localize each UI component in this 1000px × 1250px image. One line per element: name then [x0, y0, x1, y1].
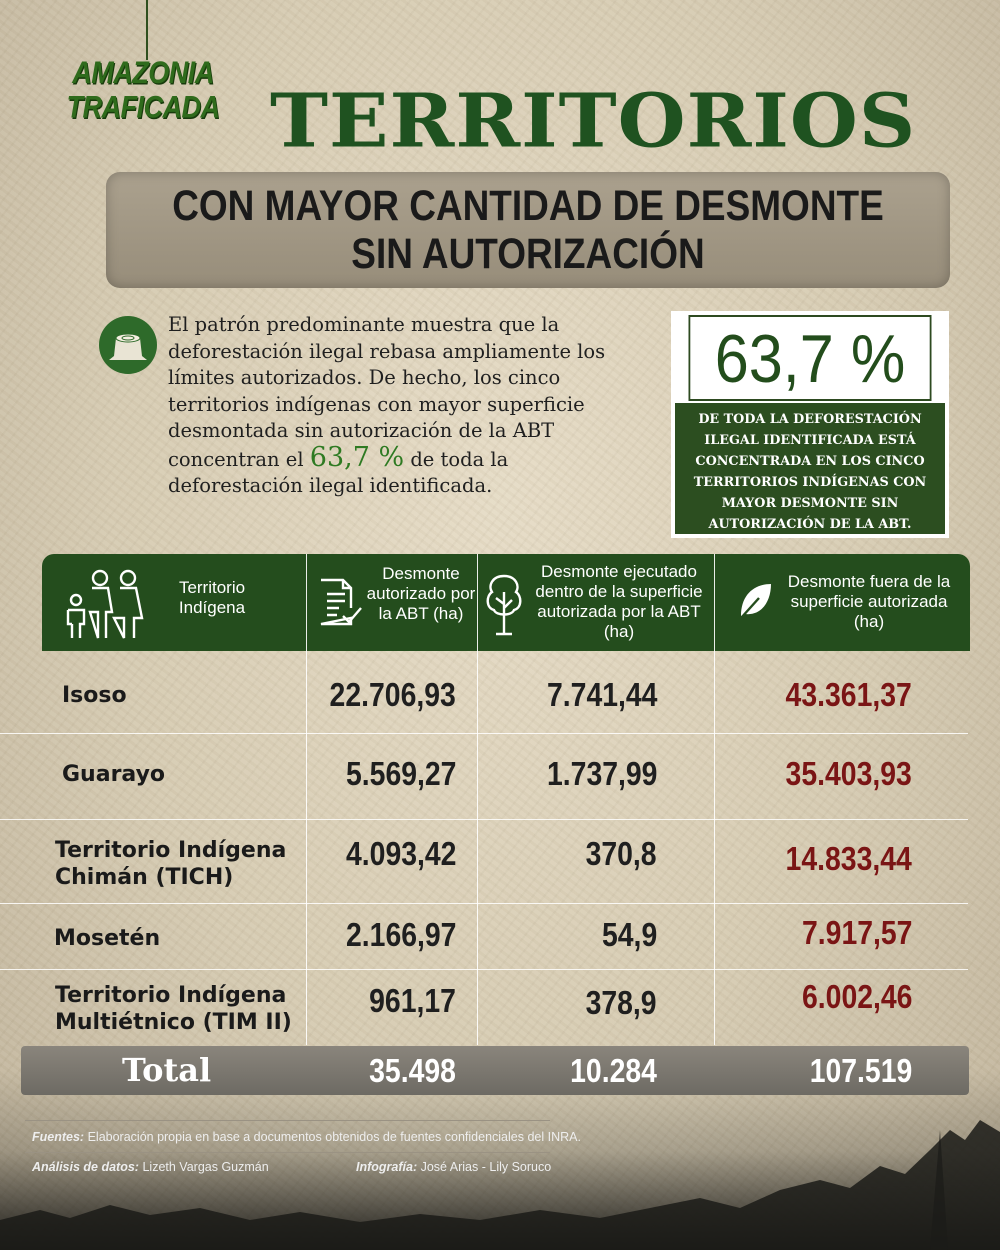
authorized-value: 961,17 [369, 982, 456, 1019]
row-divider [0, 819, 968, 820]
page-title: TERRITORIOS [270, 78, 917, 165]
infographic-label: Infografía: [356, 1160, 418, 1174]
table-row: Territorio Indígena Multiétnico (TIM II)… [0, 970, 1000, 1045]
subtitle-line2: SIN AUTORIZACIÓN [351, 230, 705, 278]
subtitle-line1: CON MAYOR CANTIDAD DE DESMONTE [172, 182, 884, 230]
footer-divider [25, 1120, 550, 1121]
stat-description: DE TODA LA DEFORESTACIÓN ILEGAL IDENTIFI… [675, 403, 945, 534]
footer-divider [25, 1152, 550, 1153]
footer-infographic: Infografía: José Arias - Lily Soruco [356, 1160, 551, 1174]
authorized-value: 2.166,97 [345, 916, 456, 953]
table-row: Guarayo 5.569,27 1.737,99 35.403,93 [0, 734, 1000, 819]
authorized-value: 5.569,27 [345, 755, 456, 792]
footer-analysis: Análisis de datos: Lizeth Vargas Guzmán [32, 1160, 269, 1174]
logo-line1: AMAZONIA [72, 55, 214, 91]
document-check-icon [320, 578, 362, 626]
table-row: Mosetén 2.166,97 54,9 7.917,57 [0, 904, 1000, 969]
header-authorized: Desmonte autorizado por la ABT (ha) [307, 554, 477, 651]
infographic-text: José Arias - Lily Soruco [420, 1160, 552, 1174]
leaf-icon [740, 584, 771, 619]
analysis-text: Lizeth Vargas Guzmán [142, 1160, 269, 1174]
table-row: Territorio Indígena Chimán (TICH) 4.093,… [0, 820, 1000, 903]
territory-name: Territorio Indígena Chimán (TICH) [55, 838, 287, 890]
column-divider [477, 554, 478, 1045]
amazonia-traficada-logo: AMAZONIA TRAFICADA [58, 0, 228, 140]
stat-card: 63,7 % DE TODA LA DEFORESTACIÓN ILEGAL I… [671, 311, 949, 538]
column-divider [306, 554, 307, 1045]
footer-sources: Fuentes: Elaboración propia en base a do… [32, 1130, 581, 1144]
analysis-label: Análisis de datos: [32, 1160, 139, 1174]
outside-value: 7.917,57 [801, 914, 912, 951]
logo-line2: TRAFICADA [66, 90, 220, 125]
tree-icon [486, 574, 522, 636]
header-authorized-label: Desmonte autorizado por la ABT (ha) [366, 564, 476, 623]
intro-text-after: de toda la deforestación ilegal identifi… [168, 447, 509, 498]
territory-name: Isoso [62, 683, 127, 708]
sources-label: Fuentes: [32, 1130, 85, 1144]
family-icon [66, 569, 144, 639]
row-divider [0, 969, 968, 970]
header-territory-label: Territorio Indígena [178, 578, 246, 617]
total-authorized: 35.498 [369, 1052, 456, 1089]
header-territory: Territorio Indígena [42, 554, 306, 651]
within-value: 7.741,44 [546, 676, 657, 713]
stat-value: 63,7 % [688, 315, 932, 401]
territory-name: Mosetén [54, 926, 161, 951]
total-outside: 107.519 [809, 1052, 912, 1089]
total-within: 10.284 [570, 1052, 657, 1089]
forest-silhouette [0, 1070, 1000, 1250]
header-outside: Desmonte fuera de la superficie autoriza… [715, 554, 970, 651]
outside-value: 14.833,44 [785, 840, 912, 877]
subtitle-banner: CON MAYOR CANTIDAD DE DESMONTE SIN AUTOR… [106, 172, 950, 288]
sources-text: Elaboración propia en base a documentos … [87, 1130, 581, 1144]
within-value: 54,9 [601, 916, 657, 953]
territory-name: Territorio Indígena Multiétnico (TIM II) [55, 983, 292, 1035]
header-within-label: Desmonte ejecutado dentro de la superfic… [535, 562, 703, 641]
total-row [21, 1046, 969, 1095]
intro-paragraph: El patrón predominante muestra que la de… [168, 312, 638, 500]
intro-text-before: El patrón predominante muestra que la de… [168, 313, 606, 471]
header-outside-label: Desmonte fuera de la superficie autoriza… [787, 572, 951, 631]
row-divider [0, 903, 968, 904]
territory-name: Guarayo [62, 762, 166, 787]
row-divider [0, 733, 968, 734]
within-value: 1.737,99 [546, 755, 657, 792]
outside-value: 6.002,46 [801, 978, 912, 1015]
intro-highlight: 63,7 % [309, 441, 405, 473]
header-within: Desmonte ejecutado dentro de la superfic… [478, 554, 714, 651]
within-value: 378,9 [585, 984, 657, 1021]
tree-stump-icon [99, 316, 157, 374]
logo-line [146, 0, 148, 60]
outside-value: 35.403,93 [785, 755, 912, 792]
subtitle: CON MAYOR CANTIDAD DE DESMONTE SIN AUTOR… [165, 182, 891, 278]
outside-value: 43.361,37 [785, 676, 912, 713]
table-header: Territorio Indígena Desmonte autorizado … [42, 554, 970, 651]
total-label: Total [122, 1051, 212, 1089]
within-value: 370,8 [585, 835, 657, 872]
authorized-value: 4.093,42 [345, 835, 456, 872]
table-row: Isoso 22.706,93 7.741,44 43.361,37 [0, 652, 1000, 733]
column-divider [714, 554, 715, 1045]
authorized-value: 22.706,93 [329, 676, 456, 713]
logo-text: AMAZONIA TRAFICADA [58, 56, 228, 125]
